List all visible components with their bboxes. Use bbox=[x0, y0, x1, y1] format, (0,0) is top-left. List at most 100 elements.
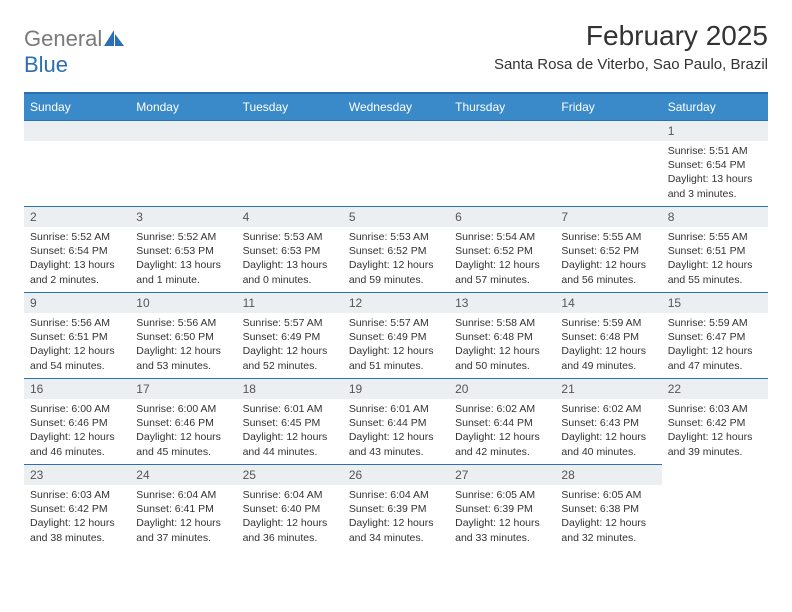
day-number: 3 bbox=[130, 207, 236, 227]
daylight-text: Daylight: 12 hours and 52 minutes. bbox=[243, 344, 337, 372]
daylight-text: Daylight: 12 hours and 47 minutes. bbox=[668, 344, 762, 372]
day-number: 14 bbox=[555, 293, 661, 313]
sunset-text: Sunset: 6:44 PM bbox=[349, 416, 443, 430]
sunset-text: Sunset: 6:54 PM bbox=[30, 244, 124, 258]
sunset-text: Sunset: 6:54 PM bbox=[668, 158, 762, 172]
weekday-friday: Friday bbox=[555, 93, 661, 121]
sunset-text: Sunset: 6:43 PM bbox=[561, 416, 655, 430]
day-number bbox=[237, 121, 343, 141]
sunrise-text: Sunrise: 6:04 AM bbox=[349, 488, 443, 502]
sunset-text: Sunset: 6:50 PM bbox=[136, 330, 230, 344]
day-content: Sunrise: 6:01 AMSunset: 6:45 PMDaylight:… bbox=[237, 399, 343, 462]
daylight-text: Daylight: 12 hours and 55 minutes. bbox=[668, 258, 762, 286]
logo-text-2: Blue bbox=[24, 52, 68, 77]
day-cell: 19Sunrise: 6:01 AMSunset: 6:44 PMDayligh… bbox=[343, 379, 449, 465]
day-cell: 17Sunrise: 6:00 AMSunset: 6:46 PMDayligh… bbox=[130, 379, 236, 465]
day-content: Sunrise: 6:00 AMSunset: 6:46 PMDaylight:… bbox=[130, 399, 236, 462]
day-content: Sunrise: 5:59 AMSunset: 6:47 PMDaylight:… bbox=[662, 313, 768, 376]
sunset-text: Sunset: 6:49 PM bbox=[243, 330, 337, 344]
day-content: Sunrise: 5:54 AMSunset: 6:52 PMDaylight:… bbox=[449, 227, 555, 290]
sunrise-text: Sunrise: 6:03 AM bbox=[30, 488, 124, 502]
daylight-text: Daylight: 12 hours and 34 minutes. bbox=[349, 516, 443, 544]
sunset-text: Sunset: 6:52 PM bbox=[455, 244, 549, 258]
day-cell: 20Sunrise: 6:02 AMSunset: 6:44 PMDayligh… bbox=[449, 379, 555, 465]
day-number: 4 bbox=[237, 207, 343, 227]
day-number: 28 bbox=[555, 465, 661, 485]
sunset-text: Sunset: 6:47 PM bbox=[668, 330, 762, 344]
sunset-text: Sunset: 6:48 PM bbox=[455, 330, 549, 344]
day-number: 15 bbox=[662, 293, 768, 313]
day-content: Sunrise: 5:53 AMSunset: 6:52 PMDaylight:… bbox=[343, 227, 449, 290]
day-content: Sunrise: 5:55 AMSunset: 6:52 PMDaylight:… bbox=[555, 227, 661, 290]
sunrise-text: Sunrise: 6:05 AM bbox=[561, 488, 655, 502]
sunset-text: Sunset: 6:49 PM bbox=[349, 330, 443, 344]
sunrise-text: Sunrise: 5:59 AM bbox=[561, 316, 655, 330]
sunset-text: Sunset: 6:48 PM bbox=[561, 330, 655, 344]
day-number: 7 bbox=[555, 207, 661, 227]
location: Santa Rosa de Viterbo, Sao Paulo, Brazil bbox=[494, 56, 768, 73]
sunset-text: Sunset: 6:52 PM bbox=[561, 244, 655, 258]
daylight-text: Daylight: 12 hours and 53 minutes. bbox=[136, 344, 230, 372]
day-number: 10 bbox=[130, 293, 236, 313]
daylight-text: Daylight: 12 hours and 33 minutes. bbox=[455, 516, 549, 544]
daylight-text: Daylight: 12 hours and 50 minutes. bbox=[455, 344, 549, 372]
sunrise-text: Sunrise: 5:53 AM bbox=[349, 230, 443, 244]
header: GeneralBlue February 2025 Santa Rosa de … bbox=[24, 20, 768, 78]
sunrise-text: Sunrise: 6:01 AM bbox=[243, 402, 337, 416]
day-cell: 21Sunrise: 6:02 AMSunset: 6:43 PMDayligh… bbox=[555, 379, 661, 465]
sunset-text: Sunset: 6:41 PM bbox=[136, 502, 230, 516]
day-cell: 27Sunrise: 6:05 AMSunset: 6:39 PMDayligh… bbox=[449, 465, 555, 551]
calendar-week: 23Sunrise: 6:03 AMSunset: 6:42 PMDayligh… bbox=[24, 465, 768, 551]
daylight-text: Daylight: 12 hours and 59 minutes. bbox=[349, 258, 443, 286]
day-cell: 5Sunrise: 5:53 AMSunset: 6:52 PMDaylight… bbox=[343, 207, 449, 293]
daylight-text: Daylight: 12 hours and 36 minutes. bbox=[243, 516, 337, 544]
sunrise-text: Sunrise: 6:00 AM bbox=[136, 402, 230, 416]
sunrise-text: Sunrise: 6:04 AM bbox=[136, 488, 230, 502]
day-cell: 6Sunrise: 5:54 AMSunset: 6:52 PMDaylight… bbox=[449, 207, 555, 293]
daylight-text: Daylight: 12 hours and 49 minutes. bbox=[561, 344, 655, 372]
sunrise-text: Sunrise: 6:02 AM bbox=[561, 402, 655, 416]
day-number bbox=[449, 121, 555, 141]
sunset-text: Sunset: 6:46 PM bbox=[136, 416, 230, 430]
daylight-text: Daylight: 12 hours and 42 minutes. bbox=[455, 430, 549, 458]
day-number: 22 bbox=[662, 379, 768, 399]
day-content: Sunrise: 6:04 AMSunset: 6:41 PMDaylight:… bbox=[130, 485, 236, 548]
day-content: Sunrise: 6:02 AMSunset: 6:44 PMDaylight:… bbox=[449, 399, 555, 462]
day-number: 16 bbox=[24, 379, 130, 399]
day-number: 19 bbox=[343, 379, 449, 399]
day-cell: 16Sunrise: 6:00 AMSunset: 6:46 PMDayligh… bbox=[24, 379, 130, 465]
daylight-text: Daylight: 12 hours and 57 minutes. bbox=[455, 258, 549, 286]
empty-day bbox=[24, 121, 130, 207]
empty-day bbox=[662, 465, 768, 551]
sunrise-text: Sunrise: 5:56 AM bbox=[30, 316, 124, 330]
weekday-wednesday: Wednesday bbox=[343, 93, 449, 121]
daylight-text: Daylight: 13 hours and 0 minutes. bbox=[243, 258, 337, 286]
sunset-text: Sunset: 6:38 PM bbox=[561, 502, 655, 516]
calendar-table: Sunday Monday Tuesday Wednesday Thursday… bbox=[24, 92, 768, 551]
logo-text: GeneralBlue bbox=[24, 26, 124, 78]
weekday-monday: Monday bbox=[130, 93, 236, 121]
day-number: 17 bbox=[130, 379, 236, 399]
day-content: Sunrise: 5:52 AMSunset: 6:54 PMDaylight:… bbox=[24, 227, 130, 290]
sunrise-text: Sunrise: 5:57 AM bbox=[243, 316, 337, 330]
sunset-text: Sunset: 6:42 PM bbox=[30, 502, 124, 516]
day-content: Sunrise: 5:56 AMSunset: 6:50 PMDaylight:… bbox=[130, 313, 236, 376]
empty-day bbox=[237, 121, 343, 207]
day-number: 18 bbox=[237, 379, 343, 399]
daylight-text: Daylight: 13 hours and 2 minutes. bbox=[30, 258, 124, 286]
sunrise-text: Sunrise: 6:02 AM bbox=[455, 402, 549, 416]
weekday-saturday: Saturday bbox=[662, 93, 768, 121]
day-content: Sunrise: 5:59 AMSunset: 6:48 PMDaylight:… bbox=[555, 313, 661, 376]
day-number: 13 bbox=[449, 293, 555, 313]
day-content: Sunrise: 5:52 AMSunset: 6:53 PMDaylight:… bbox=[130, 227, 236, 290]
daylight-text: Daylight: 12 hours and 37 minutes. bbox=[136, 516, 230, 544]
sunrise-text: Sunrise: 5:55 AM bbox=[668, 230, 762, 244]
day-number: 27 bbox=[449, 465, 555, 485]
weekday-tuesday: Tuesday bbox=[237, 93, 343, 121]
day-number bbox=[24, 121, 130, 141]
daylight-text: Daylight: 12 hours and 44 minutes. bbox=[243, 430, 337, 458]
day-cell: 13Sunrise: 5:58 AMSunset: 6:48 PMDayligh… bbox=[449, 293, 555, 379]
day-content: Sunrise: 5:51 AMSunset: 6:54 PMDaylight:… bbox=[662, 141, 768, 204]
day-cell: 15Sunrise: 5:59 AMSunset: 6:47 PMDayligh… bbox=[662, 293, 768, 379]
day-cell: 4Sunrise: 5:53 AMSunset: 6:53 PMDaylight… bbox=[237, 207, 343, 293]
